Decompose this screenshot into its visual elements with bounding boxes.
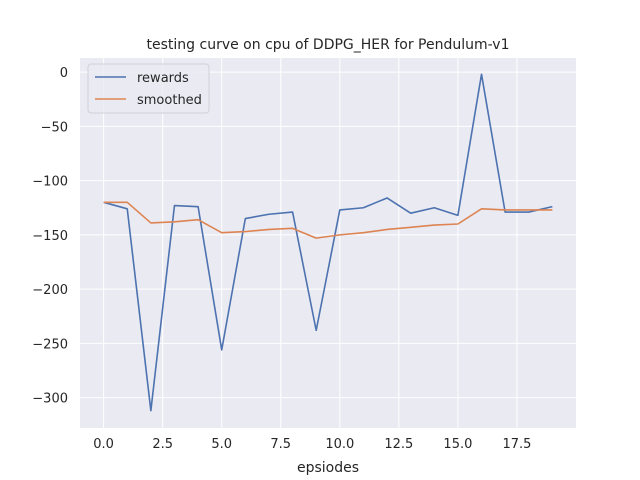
- x-tick-label: 10.0: [325, 437, 354, 452]
- y-tick-label: −250: [32, 337, 68, 352]
- x-tick-label: 17.5: [502, 437, 531, 452]
- y-tick-label: −50: [41, 120, 68, 135]
- series-line-smoothed: [103, 201, 553, 239]
- x-tick-label: 2.5: [152, 437, 173, 452]
- y-tick-labels: 0 −50 −100 −150 −200 −250 −300: [32, 66, 68, 407]
- y-tick-label: −100: [32, 175, 68, 190]
- x-tick-label: 12.5: [384, 437, 413, 452]
- legend-label-rewards: rewards: [137, 71, 189, 86]
- legend-label-smoothed: smoothed: [137, 93, 202, 108]
- chart-title: testing curve on cpu of DDPG_HER for Pen…: [147, 37, 510, 53]
- series-line-rewards: [103, 73, 553, 412]
- series-lines: [103, 73, 553, 412]
- y-tick-label: −300: [32, 392, 68, 407]
- x-tick-label: 5.0: [211, 437, 232, 452]
- x-axis-label: epsiodes: [297, 460, 359, 476]
- y-tick-label: 0: [60, 66, 68, 81]
- x-tick-labels: 0.0 2.5 5.0 7.5 10.0 12.5 15.0 17.5: [93, 437, 531, 452]
- x-tick-label: 15.0: [443, 437, 472, 452]
- y-tick-label: −150: [32, 229, 68, 244]
- x-tick-label: 0.0: [93, 437, 114, 452]
- legend: rewards smoothed: [87, 63, 210, 114]
- y-tick-label: −200: [32, 283, 68, 298]
- x-tick-label: 7.5: [270, 437, 291, 452]
